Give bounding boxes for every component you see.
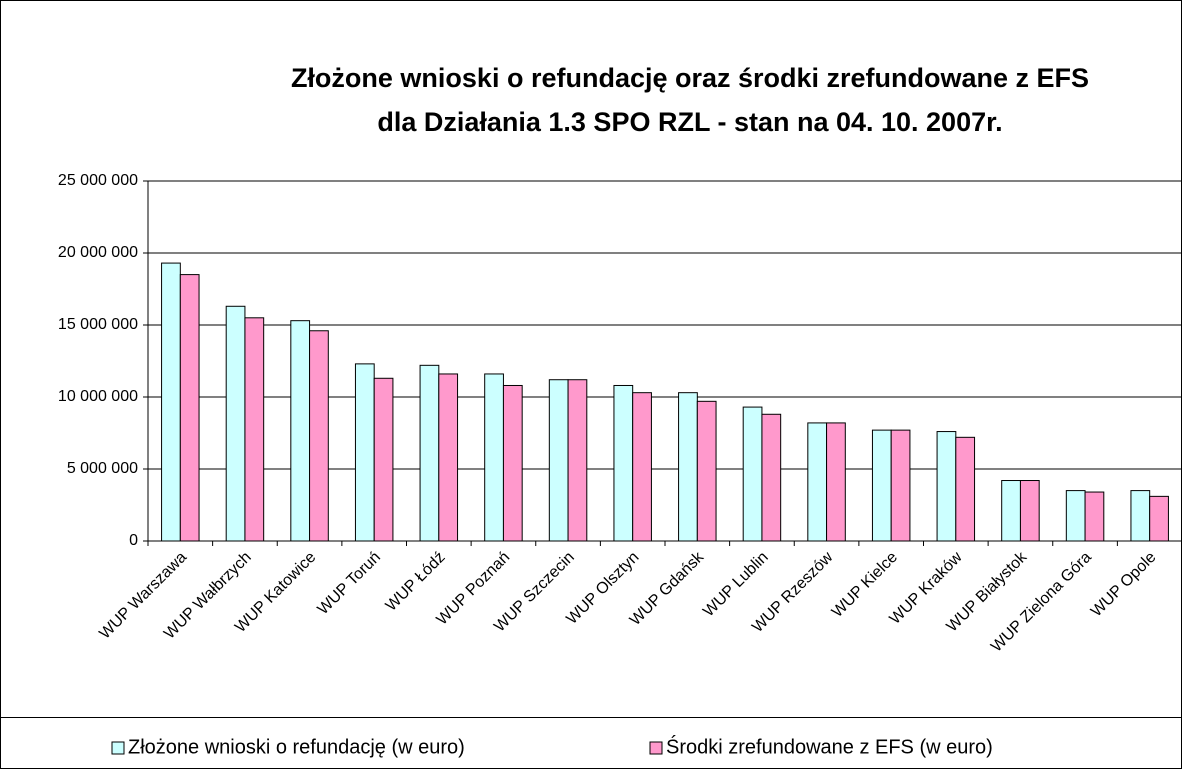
legend-label: Środki zrefundowane z EFS (w euro) [666,734,993,758]
bar [225,305,246,542]
bar [742,406,763,542]
bar [807,422,828,542]
y-tick-label: 5 000 000 [67,460,138,477]
bar [484,373,504,542]
bar [1001,480,1021,542]
bar [1130,490,1151,542]
legend-swatch [111,741,125,755]
bar [548,379,569,542]
bar [871,429,892,542]
bar [438,373,459,542]
bar [161,262,181,542]
bar [419,364,440,542]
legend-swatch [649,741,663,755]
bar [1084,491,1105,542]
bar [179,274,200,542]
y-tick-label: 20 000 000 [58,244,138,261]
bar [955,436,976,542]
y-tick-label: 15 000 000 [58,316,138,333]
bar [354,363,375,542]
bar [613,384,634,542]
bar [290,320,311,542]
bar [309,330,329,542]
chart-title: Złożone wnioski o refundację oraz środki… [291,63,1089,93]
bar [244,317,265,542]
y-tick-label: 0 [129,532,138,549]
y-tick-label: 10 000 000 [58,388,138,405]
bar [632,392,652,542]
bar [696,400,717,542]
chart-title: dla Działania 1.3 SPO RZL - stan na 04. … [377,107,1002,137]
legend-label: Złożone wnioski o refundację (w euro) [128,736,465,758]
bar [1019,480,1040,542]
bar [936,431,957,542]
bar [567,379,588,542]
y-tick-label: 25 000 000 [58,172,138,189]
bar [1149,495,1169,542]
bar [502,384,523,542]
bar [761,413,782,542]
bar [890,429,911,542]
bar [678,392,698,542]
bar [373,377,394,542]
bar [1065,490,1086,542]
bar [826,422,846,542]
